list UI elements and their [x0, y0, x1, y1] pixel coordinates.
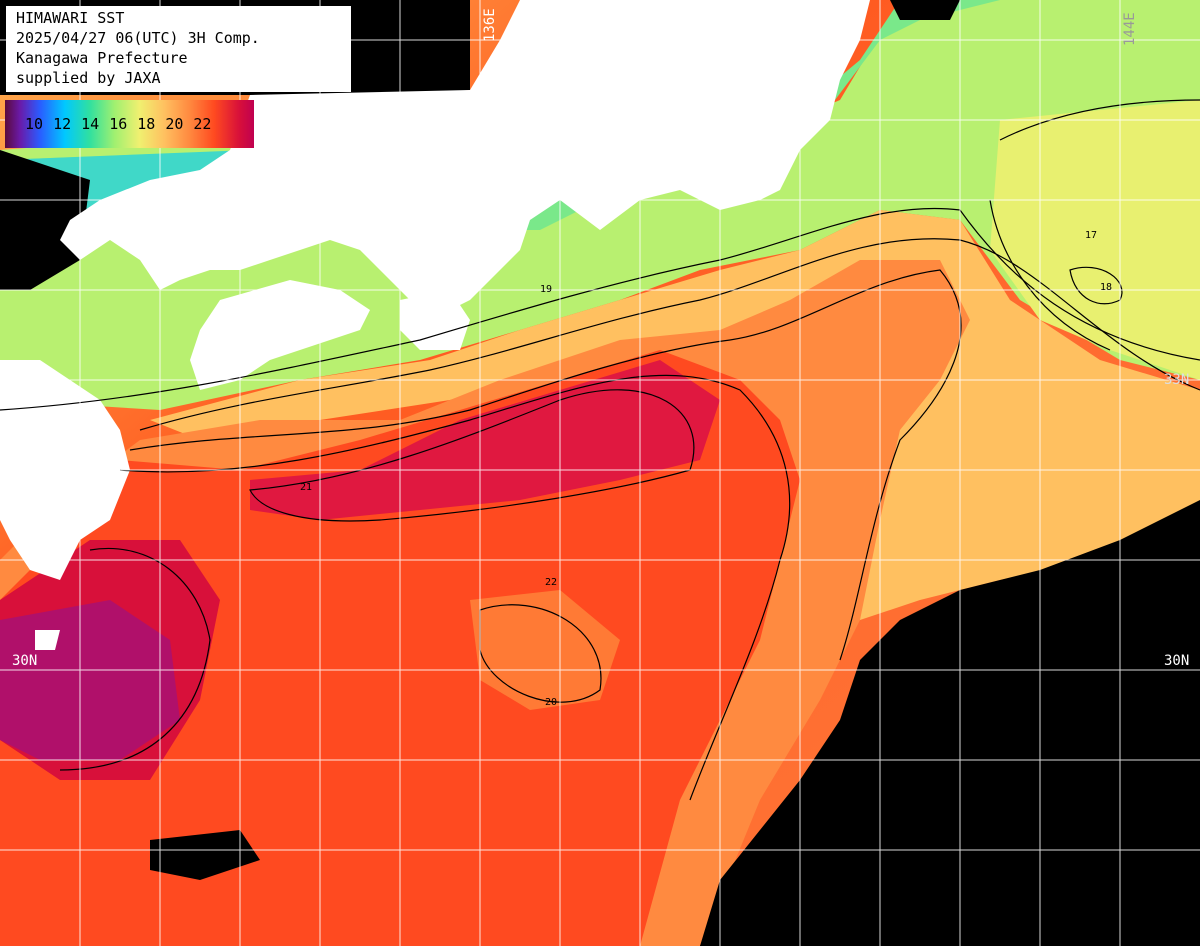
legend-label: 20 — [165, 115, 184, 133]
contour-21 — [119, 374, 791, 801]
timestamp: 2025/04/27 06(UTC) 3H Comp. — [16, 29, 260, 47]
lat-label-33n: 33N — [1164, 372, 1190, 388]
cool-eddy — [470, 590, 620, 710]
legend-label: 22 — [193, 115, 212, 133]
land-shikoku — [190, 280, 370, 390]
info-box: HIMAWARI SST 2025/04/27 06(UTC) 3H Comp.… — [6, 6, 351, 92]
contour-eddy — [479, 604, 602, 703]
contour-21b — [249, 389, 695, 522]
no-data-west — [0, 150, 90, 290]
contour-19 — [139, 238, 1200, 431]
land-honshu — [60, 0, 870, 320]
lat-label-30n-right: 30N — [1164, 653, 1190, 669]
land-kii — [400, 290, 470, 350]
contour-label-21: 21 — [300, 482, 312, 493]
no-data-south — [700, 880, 800, 946]
contour-18 — [0, 207, 1200, 411]
credit: supplied by JAXA — [16, 69, 161, 87]
legend-label: 18 — [137, 115, 156, 133]
legend-label: 16 — [109, 115, 128, 133]
lon-label-136e: 136E — [482, 8, 498, 42]
color-legend: 10 12 14 16 18 20 22 — [5, 100, 254, 148]
legend-labels: 10 12 14 16 18 20 22 — [25, 115, 211, 133]
no-data-north-small — [890, 0, 960, 20]
legend-label: 14 — [81, 115, 100, 133]
legend-label: 12 — [53, 115, 72, 133]
contour-value-labels: 17 18 19 20 21 22 — [300, 230, 1112, 708]
lat-label-30n-left: 30N — [12, 653, 38, 669]
legend-label: 10 — [25, 115, 44, 133]
land-tanegashima — [35, 630, 60, 650]
contour-17 — [989, 99, 1200, 351]
provider: Kanagawa Prefecture — [16, 49, 188, 67]
sst-22-core — [250, 360, 720, 520]
product-title: HIMAWARI SST — [16, 9, 125, 27]
lon-label-144e: 144E — [1122, 12, 1138, 46]
contour-label-20: 20 — [545, 697, 557, 708]
contour-label-22: 22 — [545, 577, 557, 588]
yellow-east — [990, 100, 1200, 380]
contour-west-22 — [59, 548, 211, 771]
contour-label-19: 19 — [540, 284, 552, 295]
contour-label-17: 17 — [1085, 230, 1097, 241]
no-data-sw — [150, 830, 260, 880]
no-data-southeast — [700, 500, 1200, 946]
contour-label-18: 18 — [1100, 282, 1112, 293]
